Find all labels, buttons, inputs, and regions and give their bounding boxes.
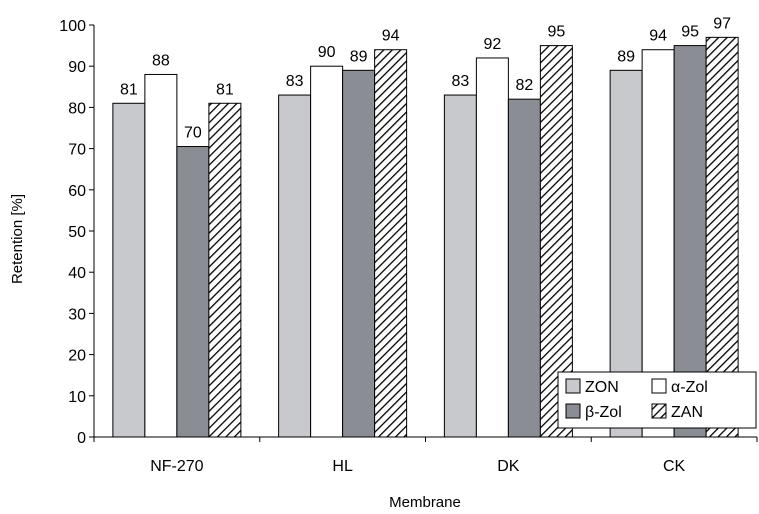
x-axis-title: Membrane bbox=[389, 494, 461, 511]
y-axis-title: Retention [%] bbox=[9, 194, 26, 284]
legend-label: α-Zol bbox=[671, 379, 708, 396]
legend-swatch bbox=[651, 378, 667, 394]
y-tick-label: 40 bbox=[68, 265, 86, 282]
legend-label: ZAN bbox=[671, 404, 703, 421]
legend-label: β-Zol bbox=[585, 404, 622, 421]
y-tick-label: 60 bbox=[68, 183, 86, 200]
legend-swatch bbox=[565, 378, 581, 394]
bar bbox=[310, 65, 344, 438]
x-tick-label: HL bbox=[332, 458, 353, 475]
y-tick-label: 100 bbox=[59, 18, 86, 35]
data-label: 94 bbox=[649, 28, 667, 45]
data-label: 92 bbox=[483, 36, 501, 53]
legend-label: ZON bbox=[585, 379, 619, 396]
data-label: 94 bbox=[382, 28, 400, 45]
legend-swatch bbox=[651, 403, 667, 419]
data-label: 97 bbox=[713, 15, 731, 32]
y-tick-label: 20 bbox=[68, 348, 86, 365]
bar bbox=[342, 69, 376, 438]
y-tick-label: 70 bbox=[68, 142, 86, 159]
data-label: 83 bbox=[451, 73, 469, 90]
data-label: 89 bbox=[617, 48, 635, 65]
y-tick-label: 80 bbox=[68, 100, 86, 117]
data-label: 83 bbox=[286, 73, 304, 90]
legend-swatch bbox=[565, 403, 581, 419]
data-label: 81 bbox=[120, 81, 138, 98]
data-label: 70 bbox=[184, 125, 202, 142]
y-tick-label: 50 bbox=[68, 224, 86, 241]
data-label: 81 bbox=[216, 81, 234, 98]
bar bbox=[374, 49, 408, 438]
data-label: 95 bbox=[547, 24, 565, 41]
bar bbox=[112, 102, 146, 438]
axes: 0 10 20 30 40 50 60 70 80 90 100 NF-270 HL DK CK bbox=[59, 18, 758, 475]
bar bbox=[507, 98, 541, 438]
bar bbox=[443, 94, 477, 438]
bar bbox=[208, 102, 242, 438]
x-tick-label: CK bbox=[663, 458, 686, 475]
y-tick-label: 30 bbox=[68, 306, 86, 323]
bar bbox=[176, 146, 210, 438]
data-labels: 81 88 70 81 83 90 89 94 83 92 82 95 89 94 95 97 bbox=[120, 15, 731, 141]
bar bbox=[278, 94, 312, 438]
data-label: 89 bbox=[350, 48, 368, 65]
y-tick-label: 90 bbox=[68, 59, 86, 76]
data-label: 95 bbox=[681, 24, 699, 41]
bar bbox=[705, 36, 739, 438]
data-label: 82 bbox=[515, 77, 533, 94]
x-tick-label: DK bbox=[497, 458, 520, 475]
y-tick-label: 0 bbox=[77, 430, 86, 447]
y-tick-label: 10 bbox=[68, 389, 86, 406]
bar bbox=[144, 73, 178, 438]
bar bbox=[475, 57, 509, 438]
x-tick-label: NF-270 bbox=[150, 458, 203, 475]
data-label: 88 bbox=[152, 52, 170, 69]
data-label: 90 bbox=[318, 44, 336, 61]
legend: ZON α-Zol β-Zol ZAN bbox=[557, 371, 757, 429]
